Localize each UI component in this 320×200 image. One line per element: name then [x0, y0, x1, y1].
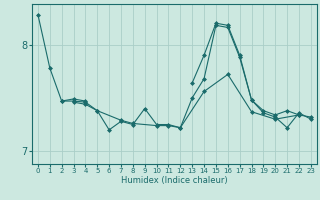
X-axis label: Humidex (Indice chaleur): Humidex (Indice chaleur) — [121, 176, 228, 185]
